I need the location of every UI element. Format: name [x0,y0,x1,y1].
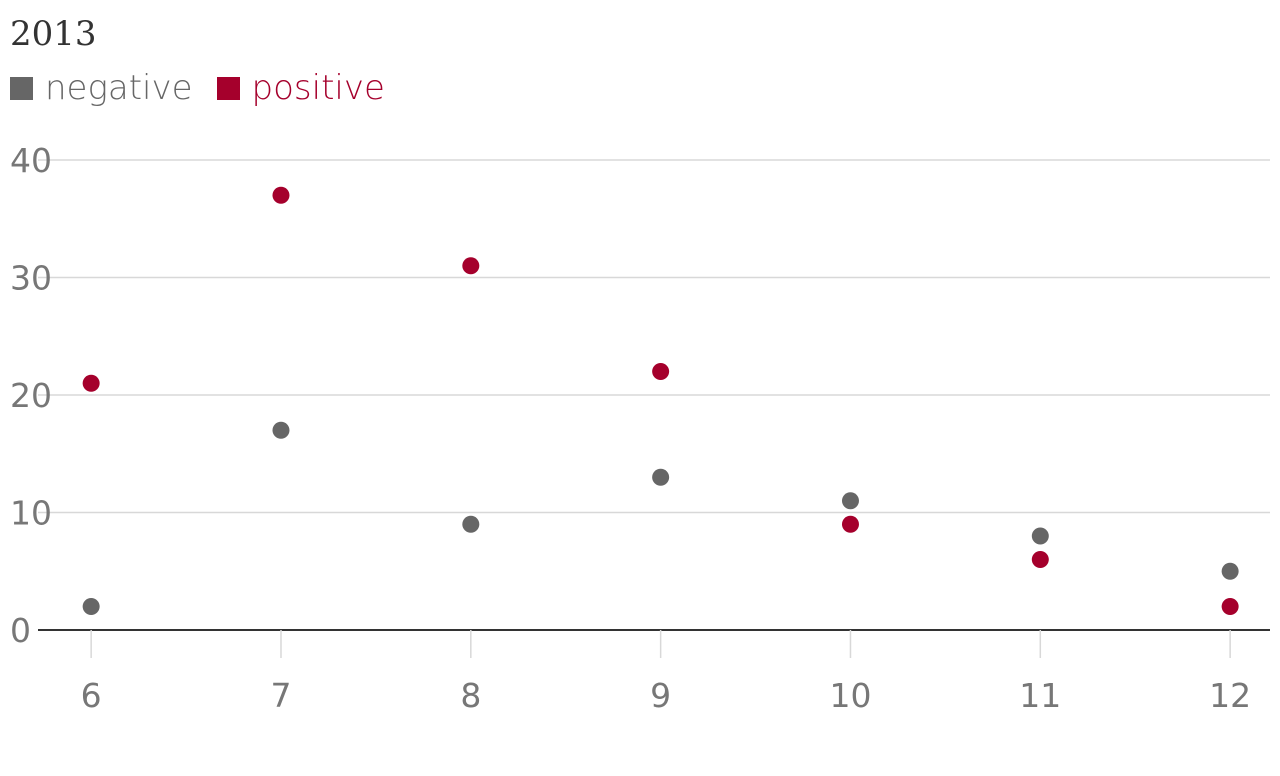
point-positive-10 [841,515,859,533]
x-tick-label-10: 10 [829,676,871,715]
point-positive-12 [1221,598,1239,615]
y-tick-label-20: 20 [10,376,52,415]
point-positive-8 [462,257,480,275]
point-negative-12 [1221,562,1239,580]
point-negative-11 [1031,527,1049,545]
y-tick-label-0: 0 [10,611,31,650]
x-tick-label-8: 8 [460,676,481,715]
y-tick-label-10: 10 [10,494,52,533]
legend-swatch-negative [10,76,33,100]
point-positive-7 [272,186,290,204]
point-negative-8 [462,515,480,533]
point-positive-9 [652,363,670,380]
point-negative-10 [841,492,859,510]
y-tick-label-30: 30 [10,259,52,298]
legend: negative positive [10,66,409,110]
x-tick-label-9: 9 [650,676,671,715]
point-negative-6 [82,598,100,615]
legend-label-negative: negative [45,68,193,108]
point-negative-9 [652,468,670,486]
x-tick-label-6: 6 [81,676,102,715]
y-tick-label-40: 40 [10,141,52,180]
point-positive-11 [1031,551,1049,568]
legend-swatch-positive [216,76,240,100]
point-negative-7 [272,421,290,439]
chart-title: 2013 [10,14,97,54]
legend-item-positive[interactable]: positive [216,66,385,110]
legend-item-negative[interactable]: negative [10,66,193,110]
x-tick-label-12: 12 [1209,676,1251,715]
point-positive-6 [82,374,100,392]
legend-label-positive: positive [251,68,385,108]
x-tick-label-7: 7 [270,676,291,715]
x-tick-label-11: 11 [1019,676,1061,715]
